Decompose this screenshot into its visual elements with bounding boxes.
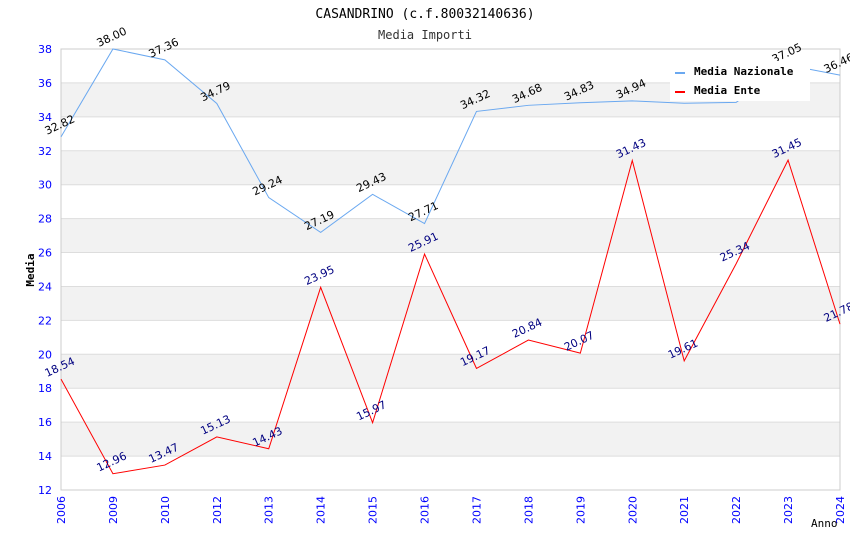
legend: Media Nazionale Media Ente bbox=[670, 61, 810, 101]
plot-frame bbox=[60, 48, 841, 491]
x-tick-label: 2016 bbox=[419, 496, 432, 524]
y-tick-label: 16 bbox=[38, 416, 52, 429]
legend-label-nazionale: Media Nazionale bbox=[694, 65, 794, 78]
x-tick-label: 2012 bbox=[211, 496, 224, 524]
y-tick-label: 22 bbox=[38, 314, 52, 327]
y-tick-label: 38 bbox=[38, 43, 52, 56]
grid-band bbox=[61, 218, 840, 253]
series-line-ente bbox=[60, 158, 841, 475]
data-label: 23.95 bbox=[302, 263, 336, 288]
x-tick-label: 2020 bbox=[626, 496, 639, 524]
grid-band bbox=[61, 354, 840, 389]
x-tick-label: 2024 bbox=[834, 496, 847, 524]
data-label: 36.46 bbox=[822, 51, 850, 76]
y-tick-label: 26 bbox=[38, 247, 52, 260]
y-tick-label: 14 bbox=[38, 450, 52, 463]
legend-swatch-ente bbox=[675, 91, 685, 93]
y-tick-label: 32 bbox=[38, 145, 52, 158]
data-label: 20.07 bbox=[562, 329, 596, 354]
grid-band bbox=[61, 286, 840, 321]
y-tick-label: 28 bbox=[38, 213, 52, 226]
y-tick-label: 24 bbox=[38, 280, 52, 293]
y-tick-label: 18 bbox=[38, 382, 52, 395]
data-label: 38.00 bbox=[95, 25, 129, 50]
x-tick-label: 2013 bbox=[263, 496, 276, 524]
y-tick-label: 12 bbox=[38, 484, 52, 497]
x-tick-label: 2019 bbox=[574, 496, 587, 524]
data-label: 37.36 bbox=[147, 35, 181, 60]
chart-title: CASANDRINO (c.f.80032140636) bbox=[315, 7, 534, 22]
y-axis-label: Media bbox=[24, 253, 37, 286]
y-tick-label: 36 bbox=[38, 77, 52, 90]
x-tick-label: 2018 bbox=[522, 496, 535, 524]
x-axis-label: Anno bbox=[811, 517, 838, 530]
x-tick-label: 2015 bbox=[367, 496, 380, 524]
legend-swatch-nazionale bbox=[675, 72, 685, 74]
x-tick-label: 2010 bbox=[159, 496, 172, 524]
x-tick-label: 2009 bbox=[107, 496, 120, 524]
x-tick-label: 2014 bbox=[315, 496, 328, 524]
chart-subtitle: Media Importi bbox=[378, 28, 472, 42]
x-tick-label: 2021 bbox=[678, 496, 691, 524]
x-tick-label: 2017 bbox=[470, 496, 483, 524]
y-tick-label: 30 bbox=[38, 179, 52, 192]
legend-label-ente: Media Ente bbox=[694, 84, 761, 97]
y-tick-label: 34 bbox=[38, 111, 52, 124]
y-tick-label: 20 bbox=[38, 348, 52, 361]
x-tick-label: 2023 bbox=[782, 496, 795, 524]
x-tick-label: 2006 bbox=[55, 496, 68, 524]
x-tick-label: 2022 bbox=[730, 496, 743, 524]
series-line-nazionale bbox=[60, 48, 841, 233]
